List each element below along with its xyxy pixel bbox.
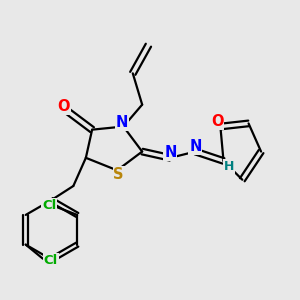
Text: N: N bbox=[116, 115, 128, 130]
Text: N: N bbox=[189, 139, 202, 154]
Text: N: N bbox=[164, 145, 176, 160]
Text: O: O bbox=[211, 114, 224, 129]
Text: Cl: Cl bbox=[44, 254, 58, 267]
Text: H: H bbox=[224, 160, 234, 173]
Text: Cl: Cl bbox=[42, 199, 56, 212]
Text: O: O bbox=[58, 99, 70, 114]
Text: S: S bbox=[113, 167, 124, 182]
